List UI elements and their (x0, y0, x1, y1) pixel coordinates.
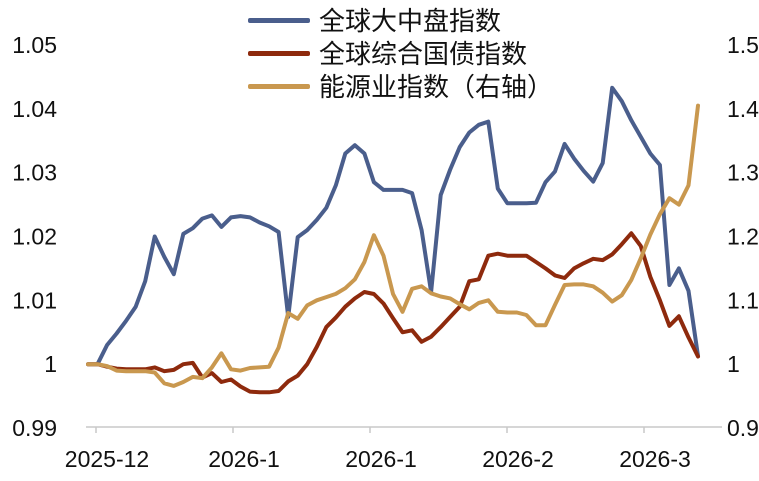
series-line-2 (86, 103, 700, 388)
series-line-0 (86, 85, 700, 367)
right-axis-tick-label: 1.5 (727, 32, 759, 58)
legend-swatch-blue-line (248, 18, 310, 23)
x-axis-tick-label: 2026-2 (482, 446, 554, 472)
right-axis-tick-label: 1.1 (727, 287, 759, 313)
right-axis-tick-label: 1.3 (727, 160, 759, 186)
legend-item-global-equity: 全球大中盘指数 (248, 4, 553, 37)
legend-swatch-gold-line (248, 84, 310, 89)
right-axis-tick-label: 1 (727, 351, 740, 377)
legend-item-energy-index: 能源业指数（右轴） (248, 70, 553, 103)
legend-label: 全球大中盘指数 (319, 5, 502, 36)
left-axis-tick-label: 1.05 (12, 32, 57, 58)
right-axis-tick-label: 1.2 (727, 224, 759, 250)
series-line-1 (86, 231, 700, 395)
left-axis-tick-label: 0.99 (12, 415, 57, 441)
x-axis-tick-label: 2025-12 (65, 446, 149, 472)
chart-legend: 全球大中盘指数 全球综合国债指数 能源业指数（右轴） (248, 4, 553, 103)
right-axis-tick-label: 1.4 (727, 96, 759, 122)
right-axis-tick-label: 0.9 (727, 415, 759, 441)
x-axis-tick-label: 2026-1 (345, 446, 417, 472)
left-axis-tick-label: 1.01 (12, 287, 57, 313)
left-axis-tick-label: 1.04 (12, 96, 57, 122)
left-axis-tick-label: 1.03 (12, 160, 57, 186)
left-axis-tick-label: 1.02 (12, 224, 57, 250)
x-axis-tick-label: 2026-1 (208, 446, 280, 472)
x-axis-tick-label: 2026-3 (619, 446, 691, 472)
left-axis-tick-label: 1 (44, 351, 57, 377)
legend-swatch-red-line (248, 51, 310, 56)
legend-label: 能源业指数（右轴） (319, 71, 554, 102)
legend-item-global-bond: 全球综合国债指数 (248, 37, 553, 70)
legend-label: 全球综合国债指数 (319, 38, 528, 69)
